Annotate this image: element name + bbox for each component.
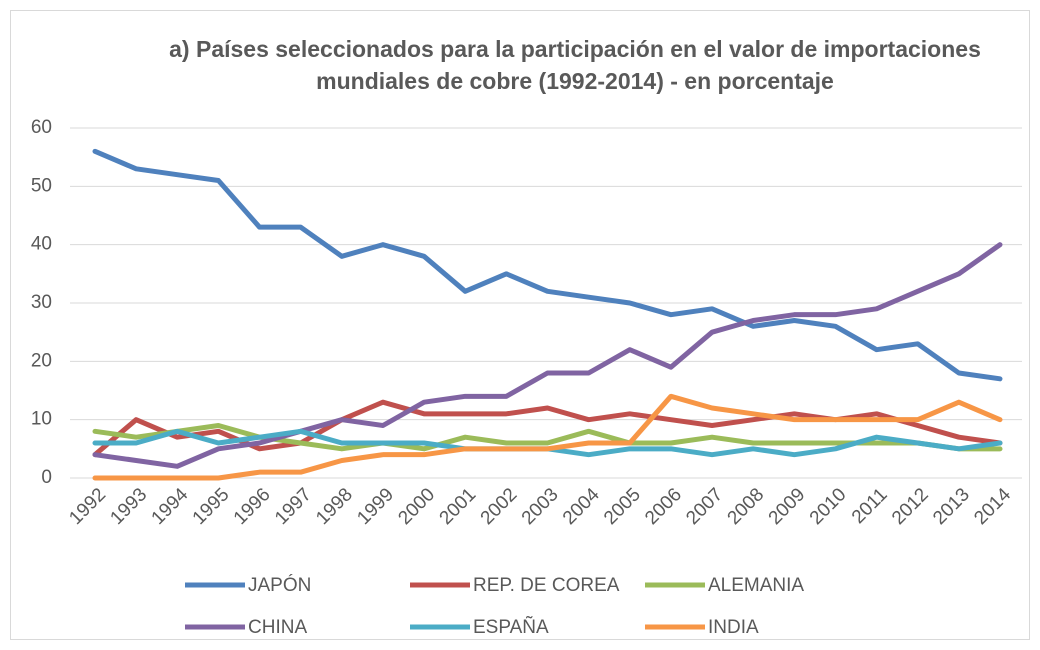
x-tick-label: 2014 bbox=[970, 484, 1015, 529]
y-tick-label: 40 bbox=[31, 234, 52, 255]
x-tick-label: 2001 bbox=[436, 484, 481, 529]
y-tick-label: 30 bbox=[31, 292, 52, 313]
series-line bbox=[92, 393, 1003, 481]
x-tick-label: 2008 bbox=[724, 484, 769, 529]
x-tick-label: 2003 bbox=[518, 484, 563, 529]
legend-label: INDIA bbox=[708, 617, 759, 638]
x-tick-label: 2006 bbox=[641, 484, 686, 529]
x-tick-label: 1997 bbox=[271, 484, 316, 529]
x-tick-label: 2002 bbox=[477, 484, 522, 529]
x-tick-label: 2012 bbox=[888, 484, 933, 529]
x-tick-label: 2013 bbox=[929, 484, 974, 529]
legend-label: CHINA bbox=[248, 617, 307, 638]
x-tick-label: 1999 bbox=[353, 484, 398, 529]
x-tick-label: 1995 bbox=[189, 484, 234, 529]
series-line bbox=[92, 148, 1003, 382]
y-tick-label: 0 bbox=[41, 467, 52, 488]
x-tick-label: 1998 bbox=[312, 484, 357, 529]
y-tick-label: 50 bbox=[31, 175, 52, 196]
y-tick-label: 10 bbox=[31, 409, 52, 430]
x-tick-label: 1993 bbox=[106, 484, 151, 529]
legend-label: ESPAÑA bbox=[473, 616, 549, 638]
x-tick-label: 1996 bbox=[230, 484, 275, 529]
legend-label: JAPÓN bbox=[248, 574, 311, 596]
y-tick-label: 20 bbox=[31, 350, 52, 371]
x-tick-label: 2010 bbox=[806, 484, 851, 529]
x-tick-label: 2005 bbox=[600, 484, 645, 529]
x-tick-label: 2009 bbox=[765, 484, 810, 529]
legend-label: REP. DE COREA bbox=[473, 575, 620, 596]
chart-frame bbox=[10, 10, 1030, 640]
x-tick-label: 2004 bbox=[559, 484, 604, 529]
chart-title: a) Países seleccionados para la particip… bbox=[169, 36, 981, 94]
legend-label: ALEMANIA bbox=[708, 575, 804, 596]
y-tick-label: 60 bbox=[31, 117, 52, 138]
x-tick-label: 2007 bbox=[682, 484, 727, 529]
x-tick-label: 2000 bbox=[394, 484, 439, 529]
x-tick-label: 1994 bbox=[148, 484, 193, 529]
x-tick-label: 2011 bbox=[848, 484, 892, 528]
series-line bbox=[92, 242, 1003, 469]
x-tick-label: 1992 bbox=[65, 484, 110, 529]
